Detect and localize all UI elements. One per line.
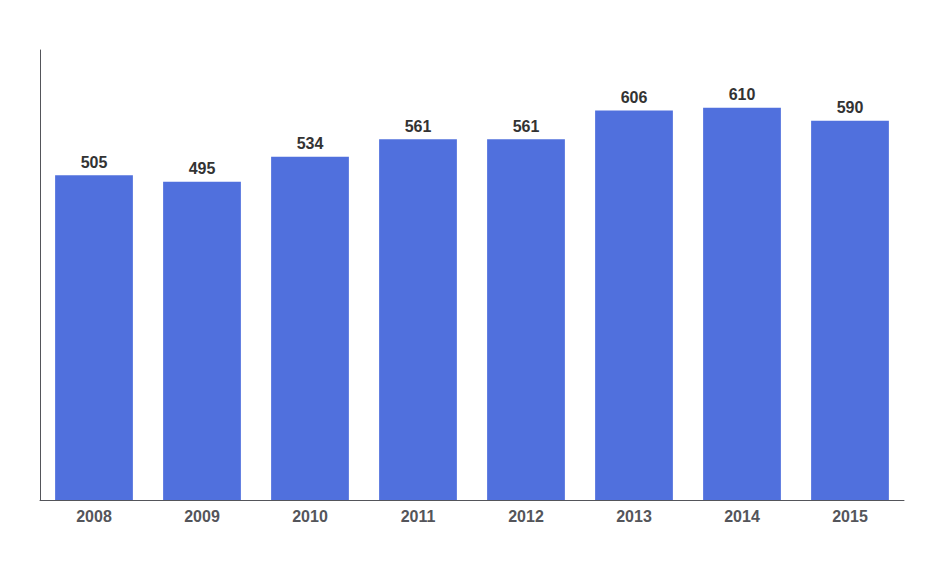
svg-text:610: 610: [729, 86, 756, 103]
svg-text:495: 495: [189, 160, 216, 177]
svg-text:2013: 2013: [616, 508, 652, 525]
svg-text:2009: 2009: [184, 508, 220, 525]
svg-text:561: 561: [405, 118, 432, 135]
svg-text:2014: 2014: [724, 508, 760, 525]
svg-text:2012: 2012: [508, 508, 544, 525]
svg-text:561: 561: [513, 118, 540, 135]
svg-text:606: 606: [621, 89, 648, 106]
svg-text:534: 534: [297, 135, 324, 152]
svg-text:2011: 2011: [401, 508, 436, 525]
svg-text:505: 505: [81, 154, 108, 171]
svg-text:590: 590: [837, 99, 864, 116]
svg-text:2008: 2008: [76, 508, 112, 525]
svg-text:2010: 2010: [292, 508, 328, 525]
svg-text:2015: 2015: [832, 508, 868, 525]
